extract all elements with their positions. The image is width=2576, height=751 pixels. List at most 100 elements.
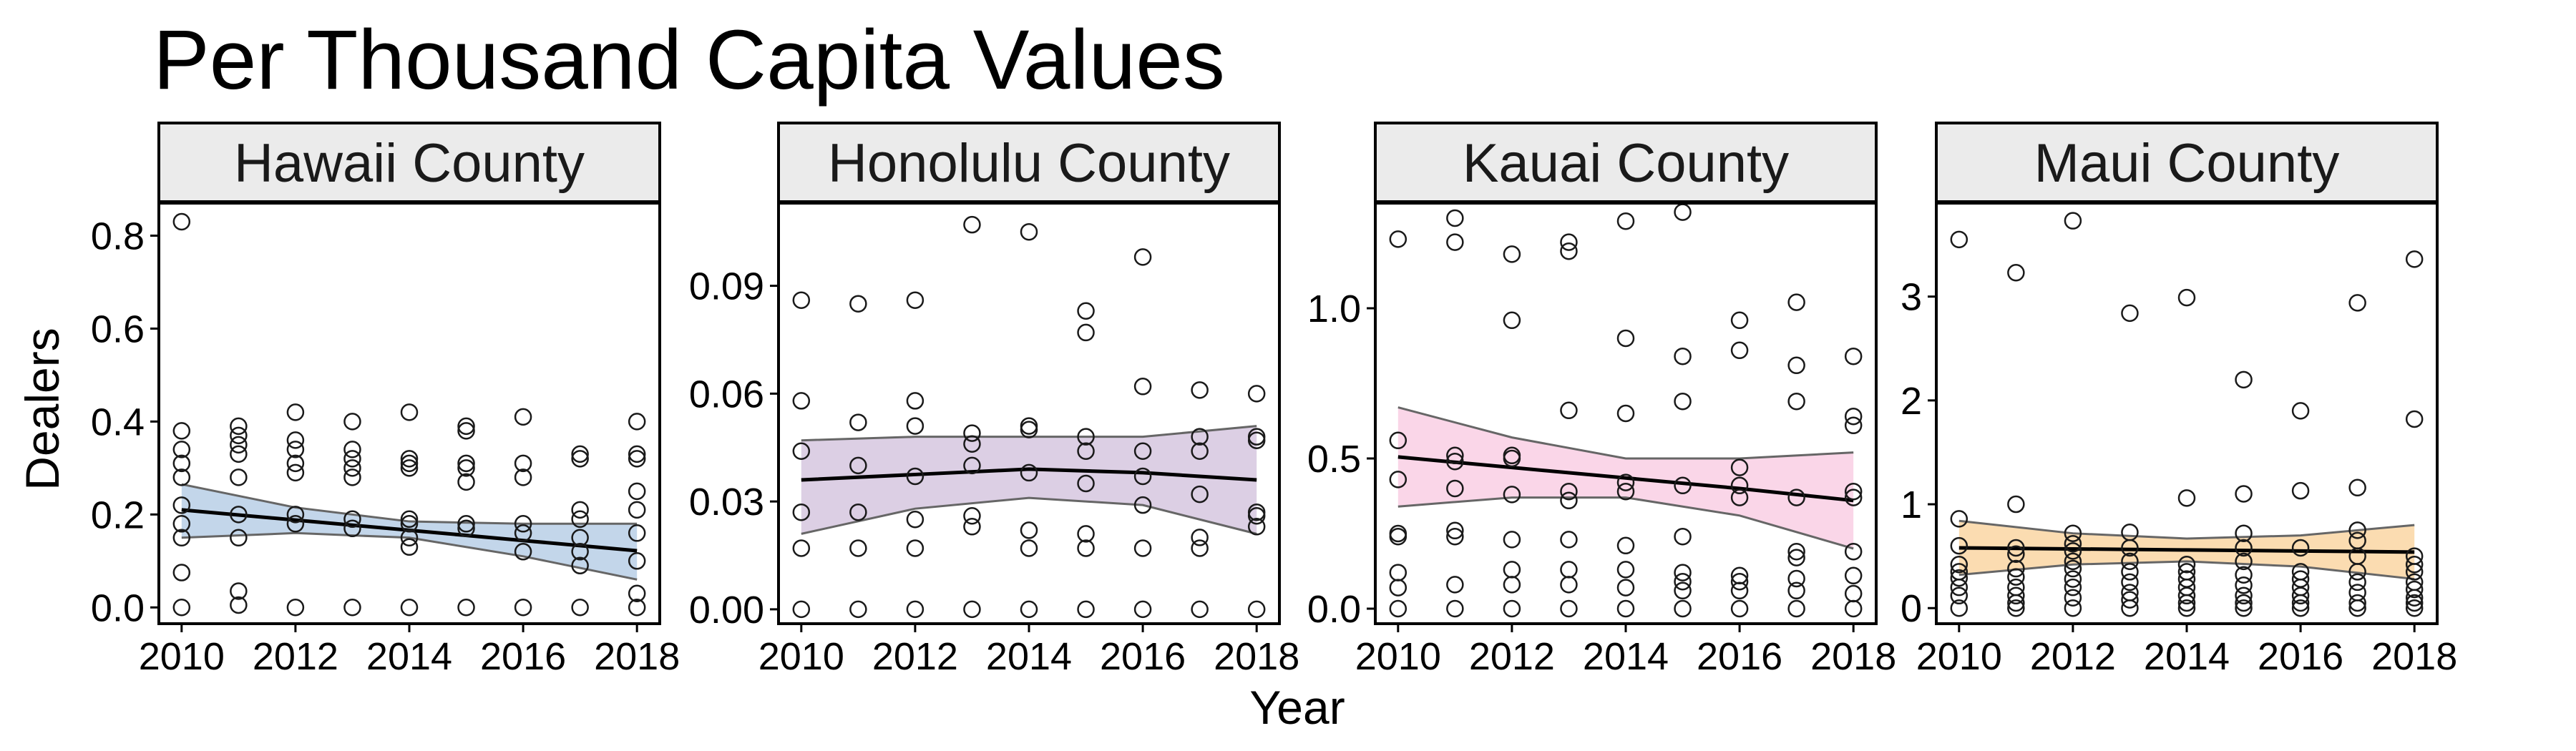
data-point-hawaii-county-4	[172, 468, 191, 486]
x-tick-label-hawaii-county-4: 2018	[594, 635, 680, 678]
data-point-hawaii-county-6	[172, 515, 191, 533]
data-point-kauai-county-16	[1446, 599, 1464, 618]
data-point-kauai-county-41	[1616, 561, 1635, 579]
data-point-kauai-county-26	[1560, 233, 1578, 251]
band-upper-edge-maui-county	[1958, 519, 2415, 540]
data-point-honolulu-county-53	[1191, 539, 1209, 557]
data-point-kauai-county-1	[1389, 431, 1407, 450]
data-point-hawaii-county-19	[286, 403, 305, 421]
data-point-hawaii-county-67	[628, 413, 646, 431]
data-point-kauai-county-37	[1616, 404, 1635, 423]
band-lower-edge-maui-county	[1958, 560, 2415, 581]
data-point-maui-county-85	[2405, 599, 2424, 617]
data-point-kauai-county-7	[1389, 599, 1407, 618]
panel-border-kauai-county	[1374, 202, 1878, 625]
data-point-hawaii-county-26	[286, 599, 305, 617]
data-point-maui-county-5	[1950, 569, 1968, 587]
facet-strip-hawaii-county	[157, 122, 661, 203]
data-point-honolulu-county-45	[1133, 496, 1152, 514]
data-point-honolulu-county-33	[1077, 302, 1095, 320]
x-tick-label-kauai-county-4: 2018	[1810, 635, 1896, 678]
data-point-maui-county-21	[2064, 534, 2082, 553]
y-tick-label-maui-county-2: 2	[1901, 380, 1922, 423]
data-point-kauai-county-56	[1730, 476, 1749, 495]
data-point-maui-county-34	[2121, 573, 2139, 592]
data-point-hawaii-county-38	[400, 459, 419, 477]
data-point-kauai-county-71	[1844, 347, 1863, 365]
data-point-honolulu-county-12	[906, 291, 924, 309]
data-point-hawaii-county-35	[400, 403, 419, 421]
data-point-maui-county-49	[2235, 524, 2253, 542]
data-point-kauai-county-48	[1674, 527, 1692, 546]
data-point-maui-county-17	[2007, 594, 2025, 612]
data-point-kauai-county-13	[1446, 521, 1464, 540]
data-point-maui-county-8	[1950, 599, 1968, 617]
y-tick-label-hawaii-county-0: 0.0	[91, 586, 145, 629]
data-point-kauai-county-50	[1674, 572, 1692, 591]
data-point-hawaii-county-60	[571, 450, 589, 468]
data-point-honolulu-county-23	[963, 506, 981, 525]
x-tick-label-honolulu-county-0: 2010	[758, 635, 844, 678]
data-point-maui-county-12	[2007, 545, 2025, 563]
y-tick-label-hawaii-county-3: 0.6	[91, 308, 145, 350]
x-tick-label-kauai-county-0: 2010	[1355, 635, 1441, 678]
data-point-maui-county-76	[2405, 250, 2424, 268]
y-axis-title: Dealers	[16, 328, 69, 490]
data-point-kauai-county-46	[1674, 392, 1692, 411]
data-point-hawaii-county-36	[400, 450, 419, 468]
data-point-hawaii-county-28	[343, 441, 361, 458]
data-point-hawaii-county-5	[172, 496, 191, 514]
data-point-kauai-county-38	[1616, 473, 1635, 491]
data-point-hawaii-county-66	[571, 599, 589, 617]
data-point-maui-county-37	[2121, 599, 2139, 617]
data-point-honolulu-county-55	[1247, 385, 1266, 403]
data-point-honolulu-county-21	[963, 435, 981, 453]
data-point-hawaii-county-17	[230, 582, 248, 600]
data-point-kauai-county-22	[1503, 531, 1521, 549]
data-point-kauai-county-45	[1674, 347, 1692, 365]
data-point-kauai-county-78	[1844, 584, 1863, 603]
data-point-hawaii-county-9	[172, 599, 191, 617]
data-point-maui-county-27	[2064, 589, 2082, 607]
data-point-honolulu-county-29	[1020, 463, 1038, 482]
data-point-kauai-county-75	[1844, 489, 1863, 506]
data-point-hawaii-county-52	[514, 408, 532, 426]
data-point-kauai-county-33	[1560, 576, 1578, 594]
data-point-kauai-county-42	[1616, 579, 1635, 597]
data-point-hawaii-county-70	[628, 482, 646, 501]
x-tick-label-kauai-county-1: 2012	[1469, 635, 1555, 678]
data-point-hawaii-county-58	[514, 599, 532, 617]
data-point-honolulu-county-7	[849, 413, 867, 431]
data-point-maui-county-3	[1950, 555, 1968, 574]
data-point-hawaii-county-54	[514, 468, 532, 486]
data-point-maui-county-36	[2121, 591, 2139, 609]
data-point-maui-county-0	[1950, 230, 1968, 249]
data-point-hawaii-county-23	[286, 463, 305, 482]
data-point-maui-county-25	[2064, 570, 2082, 588]
x-tick-label-maui-county-0: 2010	[1916, 635, 2002, 678]
data-point-hawaii-county-73	[628, 552, 646, 570]
data-point-kauai-county-74	[1844, 482, 1863, 501]
data-point-honolulu-county-30	[1020, 521, 1038, 539]
data-point-kauai-county-31	[1560, 531, 1578, 549]
data-point-kauai-county-25	[1503, 599, 1521, 618]
data-point-hawaii-county-11	[230, 426, 248, 445]
data-point-maui-county-57	[2291, 402, 2310, 420]
data-point-maui-county-51	[2235, 552, 2253, 571]
data-point-honolulu-county-40	[1077, 600, 1095, 619]
data-point-honolulu-county-57	[1247, 431, 1266, 449]
data-point-hawaii-county-53	[514, 454, 532, 473]
data-point-honolulu-county-32	[1020, 600, 1038, 619]
data-point-hawaii-county-21	[286, 441, 305, 458]
data-point-hawaii-county-46	[457, 454, 475, 473]
data-point-honolulu-county-25	[963, 600, 981, 619]
data-point-maui-county-28	[2064, 599, 2082, 617]
band-lower-edge-hawaii-county	[181, 531, 638, 581]
data-point-honolulu-county-47	[1133, 600, 1152, 619]
data-point-honolulu-county-31	[1020, 539, 1038, 557]
data-point-hawaii-county-68	[628, 445, 646, 463]
data-point-maui-county-74	[2348, 594, 2366, 612]
data-point-kauai-county-10	[1446, 446, 1464, 465]
data-point-kauai-county-40	[1616, 536, 1635, 555]
data-point-kauai-county-49	[1674, 564, 1692, 581]
